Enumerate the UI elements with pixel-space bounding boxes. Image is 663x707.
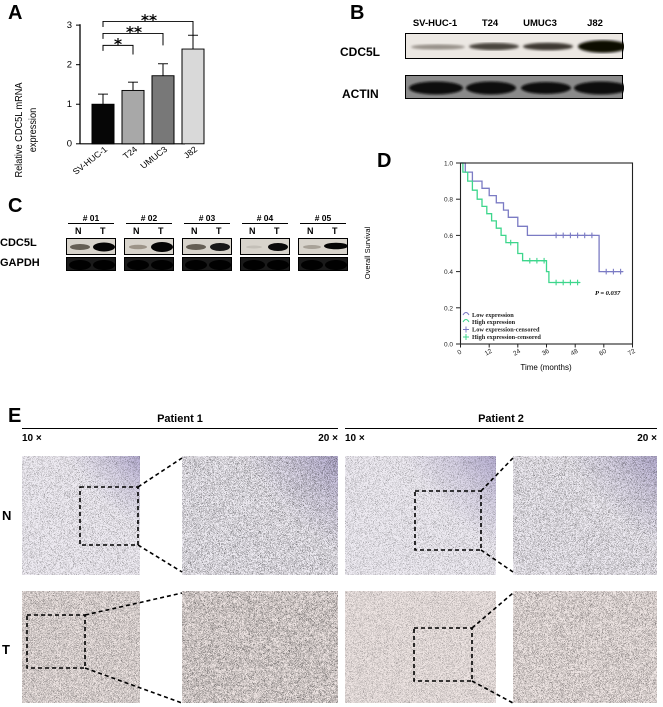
svg-text:expression: expression [28,108,39,152]
svg-text:P = 0.037: P = 0.037 [595,290,621,297]
svg-text:0.2: 0.2 [444,305,453,312]
svg-text:24: 24 [512,348,522,358]
svg-text:0: 0 [67,139,72,149]
svg-text:60: 60 [598,348,608,358]
svg-text:3: 3 [67,20,72,30]
svg-text:72: 72 [627,348,637,358]
svg-text:1: 1 [67,99,72,109]
svg-text:High expression: High expression [472,319,516,326]
svg-text:SV-HUC-1: SV-HUC-1 [71,144,110,176]
svg-text:12: 12 [484,348,494,358]
svg-text:J82: J82 [182,144,200,160]
svg-text:0.4: 0.4 [444,269,453,276]
svg-text:0: 0 [456,349,463,357]
svg-text:0.8: 0.8 [444,197,453,204]
svg-text:0.6: 0.6 [444,233,453,240]
svg-text:Overall Survival: Overall Survival [363,226,372,279]
svg-text:Time (months): Time (months) [520,363,572,372]
svg-text:Low expression: Low expression [472,312,514,319]
svg-text:High expression-censored: High expression-censored [472,334,541,341]
svg-text:UMUC3: UMUC3 [138,144,169,170]
svg-text:1.0: 1.0 [444,161,453,168]
svg-text:0.0: 0.0 [444,342,453,349]
svg-text:Low expression-censored: Low expression-censored [472,327,540,334]
svg-text:T24: T24 [121,144,140,161]
svg-text:2: 2 [67,60,72,70]
svg-text:48: 48 [570,348,580,358]
svg-text:Relative CDC5L mRNA: Relative CDC5L mRNA [14,82,25,178]
svg-text:36: 36 [541,348,551,358]
